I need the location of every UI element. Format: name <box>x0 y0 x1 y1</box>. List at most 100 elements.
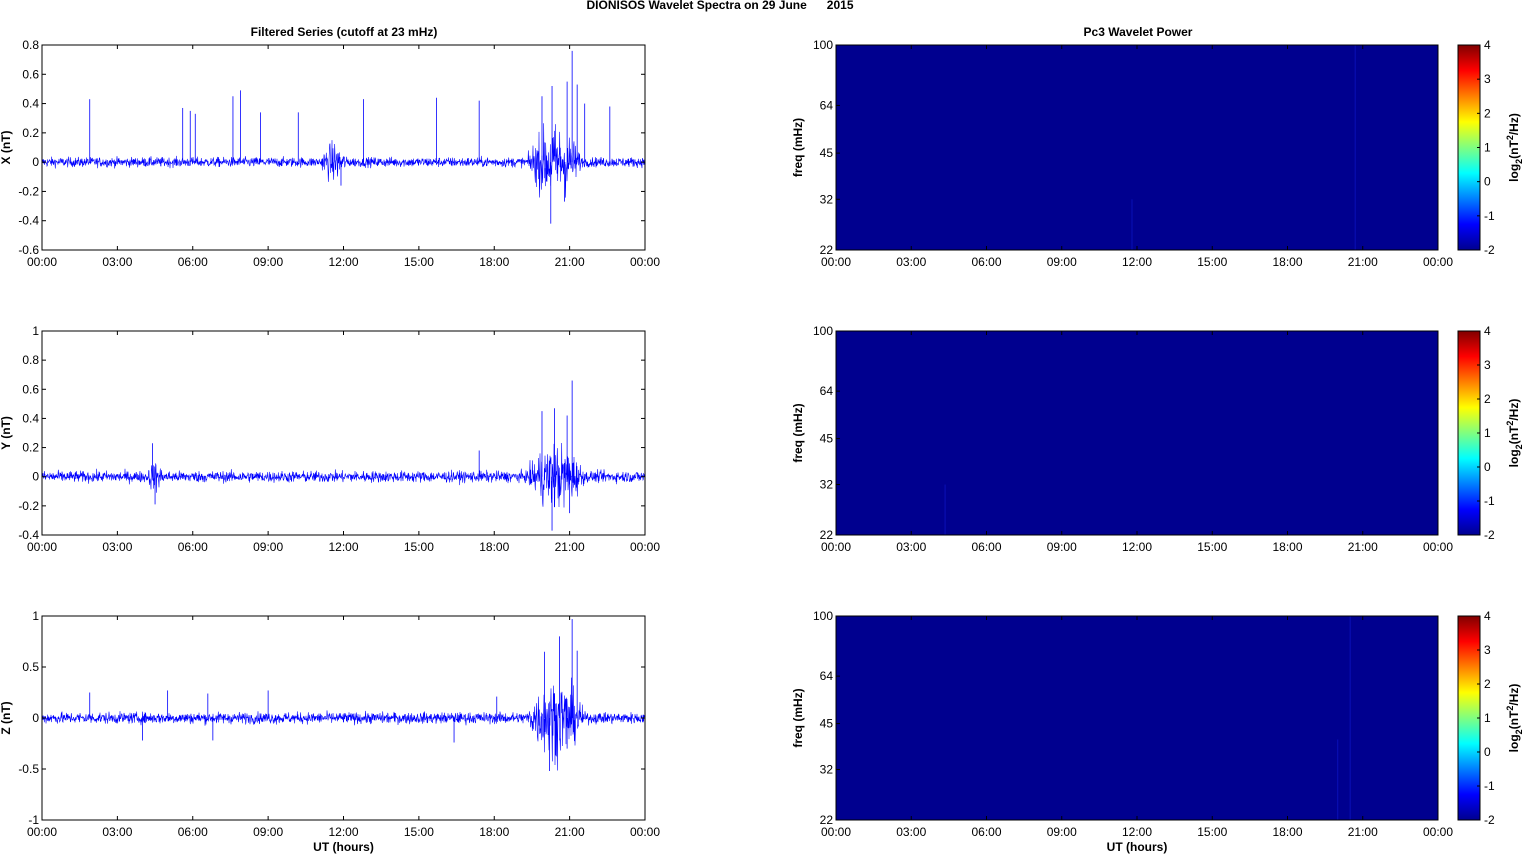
series-xtick-label: 09:00 <box>253 825 283 839</box>
spectrum-xtick-label: 21:00 <box>1348 540 1378 554</box>
spectrum-xtick-label: 00:00 <box>821 540 851 554</box>
series-trace <box>41 123 646 198</box>
series-ylabel: Y (nT) <box>0 416 13 450</box>
series-trace <box>41 677 646 771</box>
series-xtick-label: 15:00 <box>404 255 434 269</box>
colorbar-tick-label: 2 <box>1484 106 1491 120</box>
series-xtick-label: 12:00 <box>328 540 358 554</box>
series-xtick-label: 06:00 <box>178 825 208 839</box>
series-xtick-label: 15:00 <box>404 825 434 839</box>
series-ytick-label: 0 <box>32 470 39 484</box>
spectrum-xtick-label: 12:00 <box>1122 255 1152 269</box>
series-xtick-label: 18:00 <box>479 825 509 839</box>
series-ytick-label: -0.5 <box>18 762 39 776</box>
series-xtick-label: 00:00 <box>27 825 57 839</box>
series-xtick-label: 21:00 <box>555 255 585 269</box>
series-ytick-label: 0.4 <box>22 411 39 425</box>
colorbar-label: log2(nT2/Hz) <box>1505 113 1524 182</box>
colorbar-tick-label: 4 <box>1484 38 1491 52</box>
colorbar-tick-label: -1 <box>1484 779 1495 793</box>
spectrum-ylabel: freq (mHz) <box>791 688 805 747</box>
colorbar <box>1457 615 1481 821</box>
spectrum-xtick-label: 06:00 <box>971 540 1001 554</box>
series-ytick-label: 0 <box>32 155 39 169</box>
spectrum-xtick-label: 00:00 <box>1423 540 1453 554</box>
colorbar-tick-label: -1 <box>1484 209 1495 223</box>
spectrum-xtick-label: 00:00 <box>821 255 851 269</box>
colorbar-tick-label: 2 <box>1484 392 1491 406</box>
spectrum-xtick-label: 21:00 <box>1348 255 1378 269</box>
spectrum-xtick-label: 15:00 <box>1197 825 1227 839</box>
series-ytick-label: -0.4 <box>18 528 39 542</box>
spectrum-ytick-label: 22 <box>820 813 834 827</box>
spectrum-xtick-label: 21:00 <box>1348 825 1378 839</box>
colorbar-tick-label: 4 <box>1484 609 1491 623</box>
colorbar-tick-label: 1 <box>1484 711 1491 725</box>
series-xtick-label: 00:00 <box>27 255 57 269</box>
series-xtick-label: 12:00 <box>328 825 358 839</box>
colorbar-label: log2(nT2/Hz) <box>1505 684 1524 753</box>
spectrum-image <box>836 331 1438 535</box>
spectrum-ylabel: freq (mHz) <box>791 118 805 177</box>
spectrum-xtick-label: 12:00 <box>1122 540 1152 554</box>
series-xtick-label: 00:00 <box>630 825 660 839</box>
spectrum-image <box>836 45 1438 250</box>
spectrum-xtick-label: 09:00 <box>1047 825 1077 839</box>
spectrum-ytick-label: 64 <box>820 98 834 112</box>
colorbar-tick-label: 1 <box>1484 141 1491 155</box>
series-xtick-label: 09:00 <box>253 540 283 554</box>
spectrum-ylabel: freq (mHz) <box>791 403 805 462</box>
series-ylabel: X (nT) <box>0 131 13 165</box>
spectrum-ytick-label: 22 <box>820 243 834 257</box>
spectrum-xtick-label: 15:00 <box>1197 255 1227 269</box>
spectrum-xtick-label: 03:00 <box>896 540 926 554</box>
series-xtick-label: 15:00 <box>404 540 434 554</box>
colorbar <box>1457 330 1481 536</box>
series-ytick-label: 0.8 <box>22 38 39 52</box>
colorbar <box>1457 44 1481 251</box>
spectrum-xtick-label: 00:00 <box>1423 255 1453 269</box>
figure-title: DIONISOS Wavelet Spectra on 29 June 2015 <box>587 0 854 12</box>
spectrum-ytick-label: 64 <box>820 669 834 683</box>
colorbar-tick-label: 3 <box>1484 643 1491 657</box>
series-xtick-label: 03:00 <box>102 825 132 839</box>
series-xtick-label: 12:00 <box>328 255 358 269</box>
spectrum-xtick-label: 15:00 <box>1197 540 1227 554</box>
series-ytick-label: -0.6 <box>18 243 39 257</box>
colorbar-tick-label: 3 <box>1484 72 1491 86</box>
spectrum-xtick-label: 03:00 <box>896 255 926 269</box>
colorbar-tick-label: 1 <box>1484 426 1491 440</box>
spectrum-xtick-label: 00:00 <box>821 825 851 839</box>
colorbar-tick-label: -2 <box>1484 813 1495 827</box>
spectra-panel-title: Pc3 Wavelet Power <box>1084 25 1193 39</box>
spectrum-image <box>836 616 1438 820</box>
spectrum-xlabel: UT (hours) <box>1107 840 1168 854</box>
spectrum-xtick-label: 03:00 <box>896 825 926 839</box>
series-ytick-label: 0.8 <box>22 353 39 367</box>
series-ytick-label: 1 <box>32 609 39 623</box>
series-xtick-label: 21:00 <box>555 825 585 839</box>
series-trace <box>41 442 646 508</box>
spectrum-ytick-label: 45 <box>820 717 834 731</box>
spectrum-ytick-label: 22 <box>820 528 834 542</box>
colorbar-tick-label: 0 <box>1484 460 1491 474</box>
series-panel-title: Filtered Series (cutoff at 23 mHz) <box>251 25 438 39</box>
series-ytick-label: 1 <box>32 324 39 338</box>
spectrum-xtick-label: 00:00 <box>1423 825 1453 839</box>
spectrum-ytick-label: 100 <box>813 38 833 52</box>
series-ytick-label: 0.4 <box>22 97 39 111</box>
spectrum-ytick-label: 64 <box>820 384 834 398</box>
series-xtick-label: 03:00 <box>102 540 132 554</box>
colorbar-tick-label: 4 <box>1484 324 1491 338</box>
series-xtick-label: 18:00 <box>479 540 509 554</box>
spectrum-xtick-label: 18:00 <box>1272 825 1302 839</box>
colorbar-tick-label: 3 <box>1484 358 1491 372</box>
spectrum-xtick-label: 06:00 <box>971 255 1001 269</box>
series-xlabel: UT (hours) <box>313 840 374 854</box>
spectrum-xtick-label: 09:00 <box>1047 540 1077 554</box>
series-ytick-label: -0.2 <box>18 184 39 198</box>
series-xtick-label: 06:00 <box>178 540 208 554</box>
colorbar-tick-label: 0 <box>1484 745 1491 759</box>
